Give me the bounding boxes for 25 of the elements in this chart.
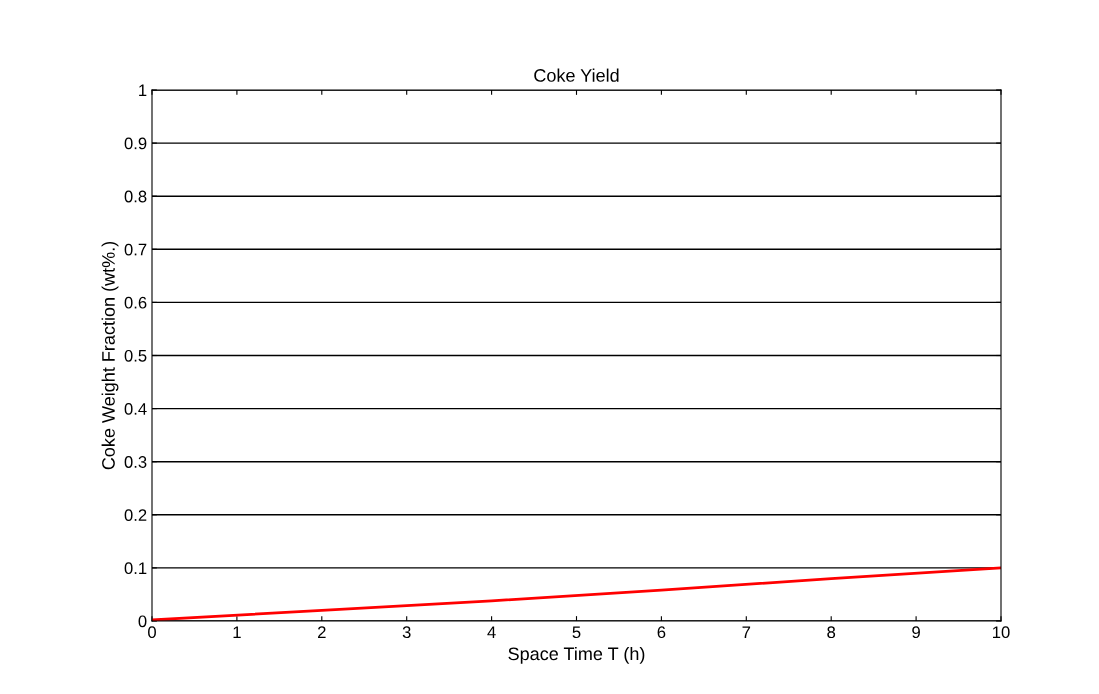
x-tick-label: 8 [827,626,836,639]
chart-title: Coke Yield [534,68,619,82]
x-tick-label: 9 [912,626,920,639]
y-tick-label: 0 [138,615,147,628]
x-tick-label: 0 [148,626,156,639]
x-tick-label: 4 [487,626,496,638]
y-tick-label: 0.8 [124,190,147,203]
y-axis-title: Coke Weight Fraction (wt%.) [101,241,119,470]
x-axis-title: Space Time T (h) [508,646,645,664]
x-tick-label: 6 [657,626,666,639]
x-tick-label: 2 [318,626,326,638]
y-tick-label: 0.3 [124,456,147,468]
y-tick-label: 1 [139,84,147,97]
x-tick-label: 3 [402,626,411,639]
y-tick-label: 0.6 [124,296,147,309]
x-tick-label: 10 [993,626,1010,639]
y-tick-label: 0.2 [124,509,147,521]
y-tick-label: 0.9 [124,137,147,150]
y-tick-label: 0.5 [124,349,147,362]
x-tick-label: 7 [742,626,751,638]
x-tick-label: 5 [572,626,581,639]
y-tick-label: 0.1 [124,562,147,575]
y-tick-label: 0.7 [124,243,147,256]
x-tick-label: 1 [233,626,241,638]
y-tick-label: 0.4 [124,403,147,415]
